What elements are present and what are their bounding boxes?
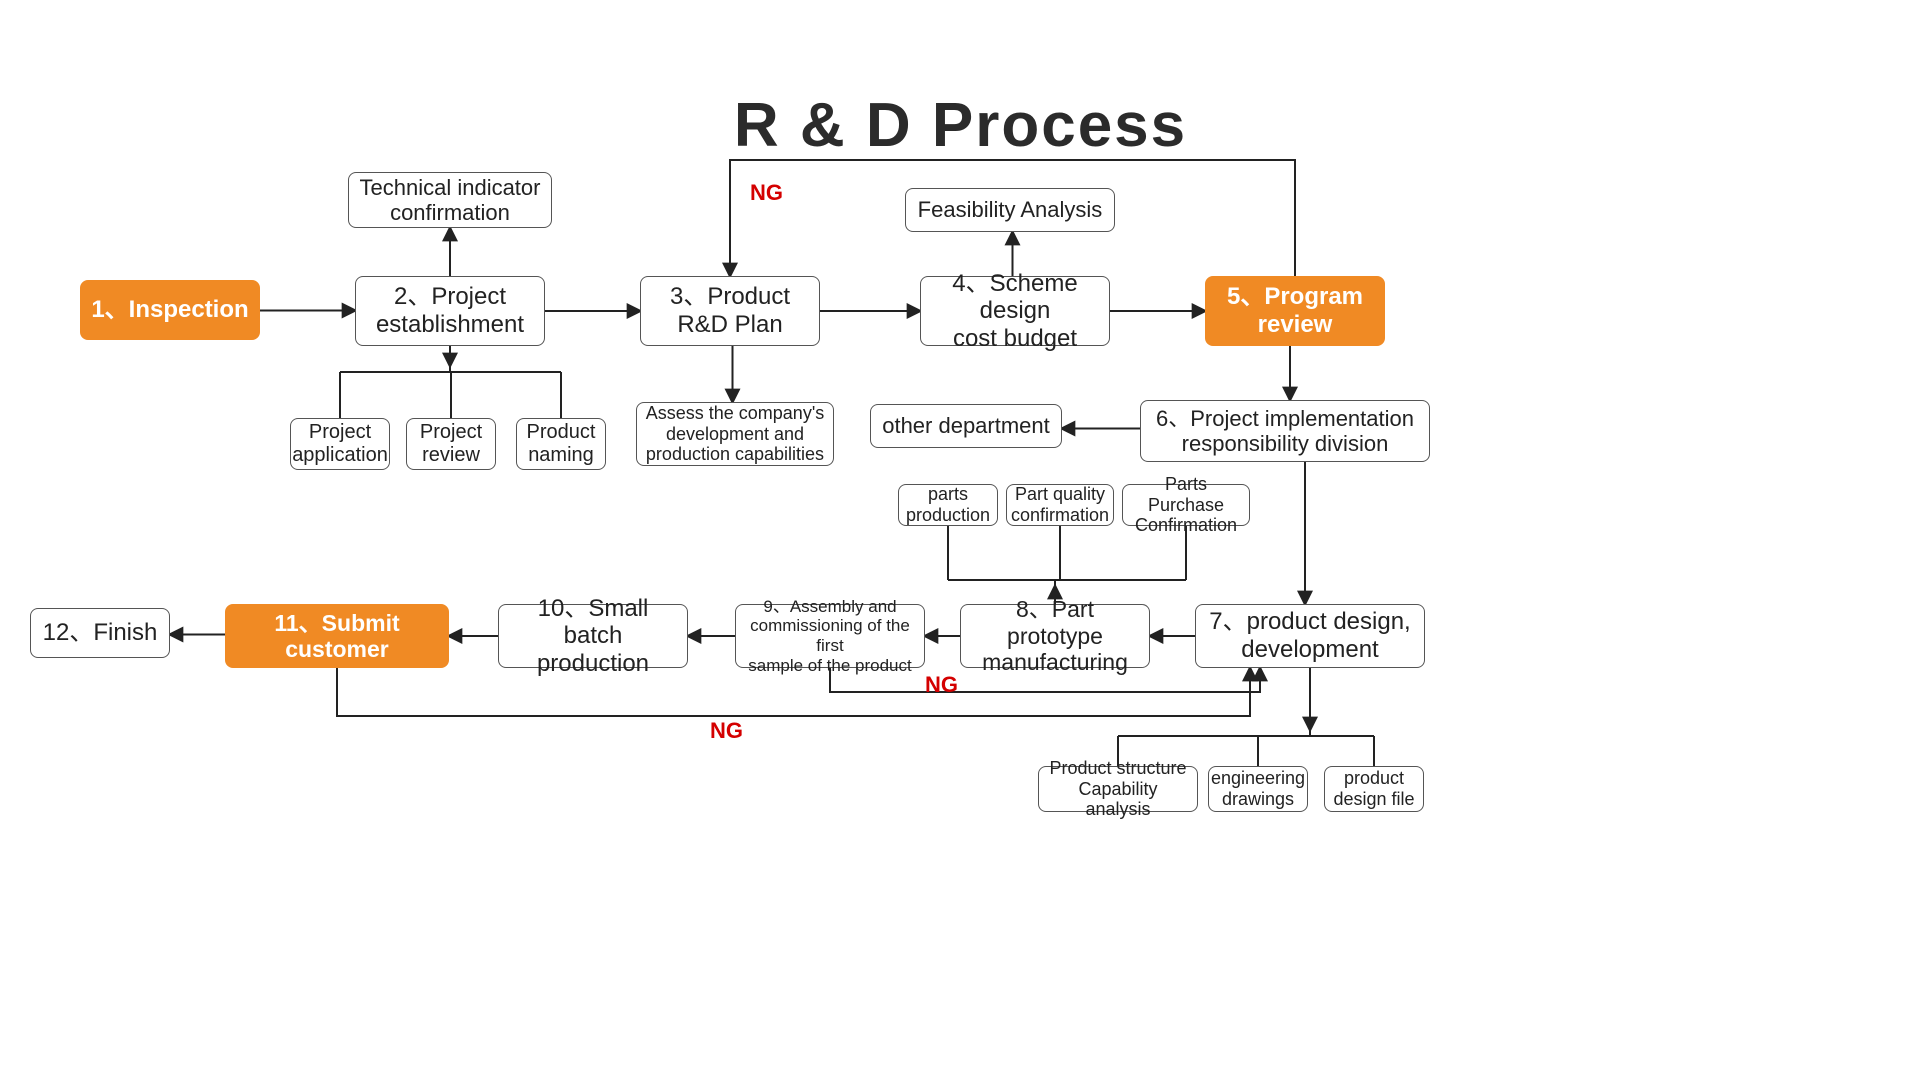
- node-od: other department: [870, 404, 1062, 448]
- node-pp: partsproduction: [898, 484, 998, 526]
- node-n11: 11、Submit customer: [225, 604, 449, 668]
- node-n6: 6、Project implementationresponsibility d…: [1140, 400, 1430, 462]
- node-n7: 7、product design,development: [1195, 604, 1425, 668]
- node-n12: 12、Finish: [30, 608, 170, 658]
- node-n1: 1、Inspection: [80, 280, 260, 340]
- node-pqc: Part qualityconfirmation: [1006, 484, 1114, 526]
- node-n10: 10、Small batchproduction: [498, 604, 688, 668]
- node-pdf: productdesign file: [1324, 766, 1424, 812]
- node-tic: Technical indicatorconfirmation: [348, 172, 552, 228]
- node-n9: 9、Assembly andcommissioning of the first…: [735, 604, 925, 668]
- node-fea: Feasibility Analysis: [905, 188, 1115, 232]
- node-n3: 3、ProductR&D Plan: [640, 276, 820, 346]
- page-title: R & D Process: [0, 90, 1921, 161]
- ng-label-ng1: NG: [750, 180, 783, 206]
- node-n8: 8、Part prototypemanufacturing: [960, 604, 1150, 668]
- node-n4: 4、Scheme designcost budget: [920, 276, 1110, 346]
- flowchart-stage: R & D Process 1、Inspection 2、Projectestab…: [0, 0, 1921, 1080]
- node-n2: 2、Projectestablishment: [355, 276, 545, 346]
- ng-label-ng3: NG: [710, 718, 743, 744]
- node-ppc: Parts PurchaseConfirmation: [1122, 484, 1250, 526]
- node-n5: 5、Programreview: [1205, 276, 1385, 346]
- node-pa: Projectapplication: [290, 418, 390, 470]
- node-ass: Assess the company'sdevelopment andprodu…: [636, 402, 834, 466]
- arrow-layer: [0, 0, 1921, 1080]
- ng-label-ng2: NG: [925, 672, 958, 698]
- node-ed: engineeringdrawings: [1208, 766, 1308, 812]
- node-psc: Product structureCapability analysis: [1038, 766, 1198, 812]
- node-pn: Productnaming: [516, 418, 606, 470]
- node-pr: Projectreview: [406, 418, 496, 470]
